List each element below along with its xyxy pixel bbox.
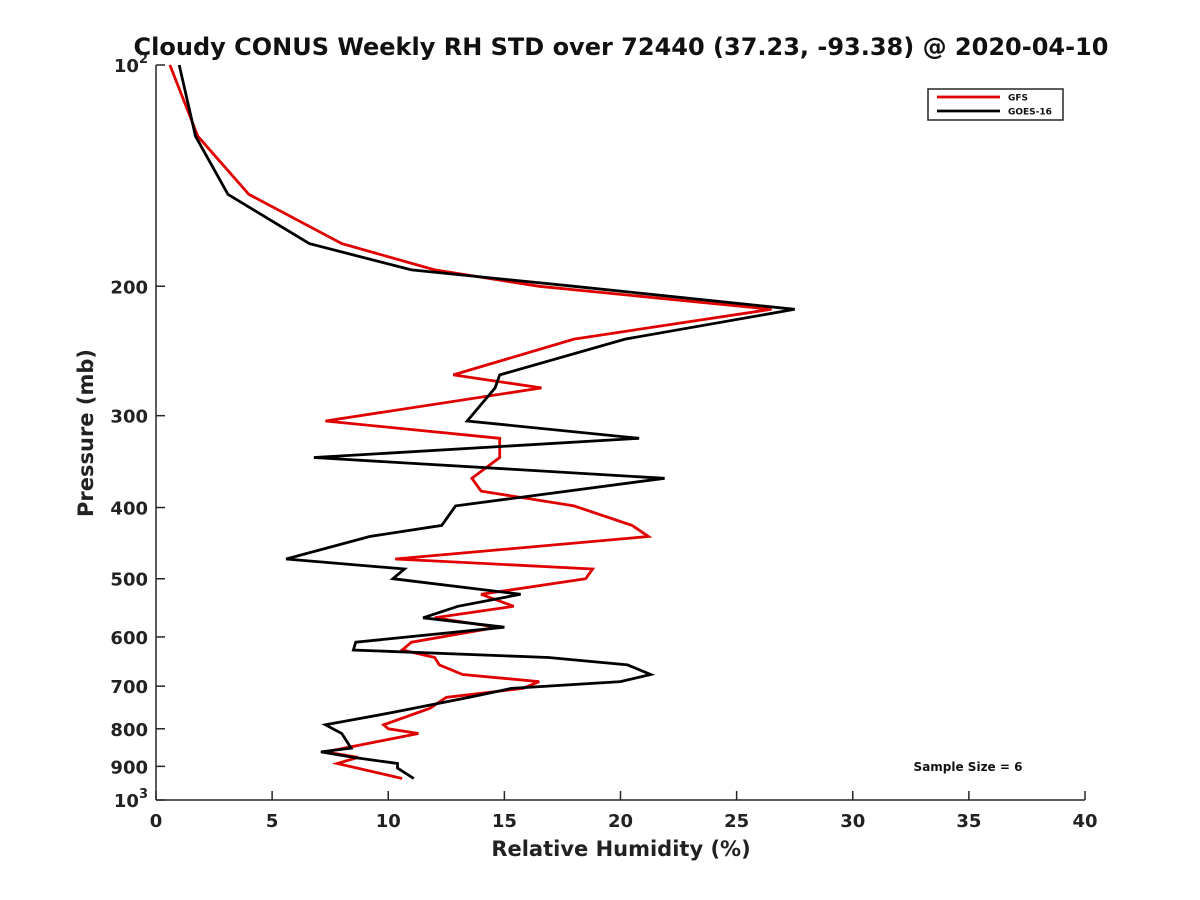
legend-box	[927, 88, 1064, 121]
y-tick-label: 900	[110, 757, 148, 778]
series-line-goes-16	[177, 64, 795, 780]
legend-entry-label: GOES-16	[1008, 108, 1052, 118]
y-tick-label: 700	[110, 677, 148, 698]
y-axis-ticks: 102 200 300 400 500 600 700 800 900 103	[110, 52, 165, 812]
y-tick-label: 600	[110, 628, 148, 649]
y-tick-label: 800	[110, 720, 148, 741]
series-layer	[168, 64, 795, 780]
legend: GFS GOES-16	[927, 88, 1064, 121]
x-tick-label: 5	[266, 811, 279, 832]
x-tick-label: 35	[956, 811, 981, 832]
y-tick-label: 300	[110, 407, 148, 428]
y-tick-label: 102	[114, 52, 148, 77]
chart-title: Cloudy CONUS Weekly RH STD over 72440 (3…	[134, 33, 1109, 61]
series-line-gfs	[168, 64, 772, 780]
x-tick-label: 15	[492, 811, 517, 832]
y-tick-label: 200	[110, 277, 148, 298]
x-tick-label: 30	[840, 811, 865, 832]
x-axis-ticks: 0 5 10 15 20 25 30 35 40	[150, 791, 1098, 832]
sample-size-annotation: Sample Size = 6	[914, 760, 1023, 774]
x-tick-label: 20	[608, 811, 633, 832]
y-tick-label: 500	[110, 570, 148, 591]
x-axis-label: Relative Humidity (%)	[491, 837, 750, 861]
x-tick-label: 25	[724, 811, 749, 832]
y-tick-label: 103	[114, 787, 148, 812]
plot-frame	[155, 65, 1085, 801]
x-tick-label: 10	[376, 811, 401, 832]
y-tick-label: 400	[110, 499, 148, 520]
x-tick-label: 0	[150, 811, 163, 832]
legend-entry-label: GFS	[1008, 94, 1028, 104]
x-tick-label: 40	[1072, 811, 1097, 832]
y-axis-label: Pressure (mb)	[74, 349, 98, 517]
